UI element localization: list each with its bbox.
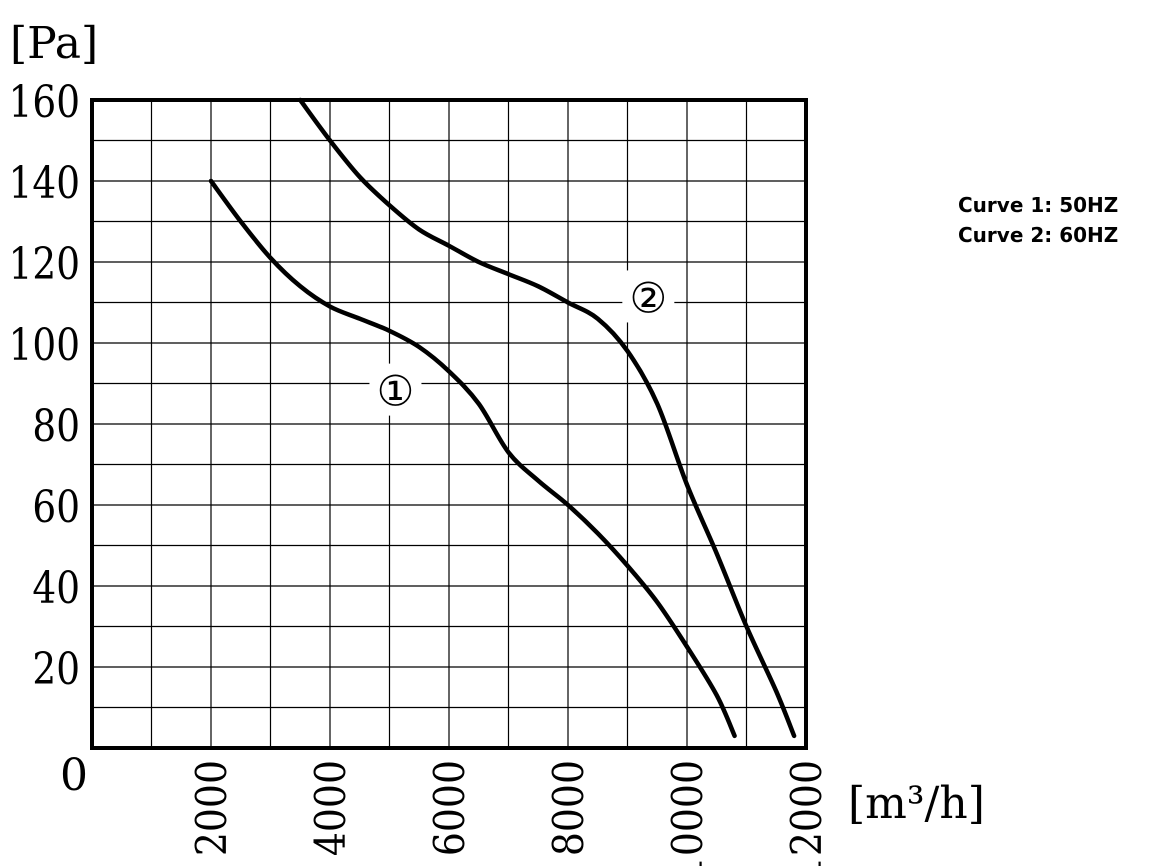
series-line-2 <box>298 97 797 739</box>
note-curve-1: Curve 1: 50HZ <box>958 193 1119 217</box>
y-tick-label: 60 <box>32 481 80 533</box>
chart-grid <box>92 100 806 748</box>
y-tick-label: 40 <box>32 562 80 614</box>
y-tick-label: 160 <box>9 76 80 128</box>
y-axis-label: [Pa] <box>10 18 98 69</box>
plot-frame <box>90 98 808 750</box>
x-tick-label: 2000 <box>188 760 236 856</box>
curve-label-1: ① <box>377 367 415 416</box>
x-tick-label: 0 <box>60 750 88 801</box>
series-line-1 <box>208 178 737 739</box>
x-tick-label: 6000 <box>426 760 474 856</box>
curve-label-background <box>622 270 675 323</box>
curve-label-background <box>369 363 422 416</box>
x-tick-label: 10000 <box>664 760 712 866</box>
curve-label-2: ② <box>629 273 667 322</box>
x-tick-label: 8000 <box>545 760 593 856</box>
axis-tick-labels: 20 40 60 80 100 120 140 160 0 2000 4000 6000 8000 100… <box>9 76 832 866</box>
frequency-notes: Curve 1: 50HZ Curve 2: 60HZ <box>958 190 1118 250</box>
y-tick-label: 120 <box>9 238 80 290</box>
x-tick-label: 4000 <box>307 760 355 856</box>
y-tick-label: 100 <box>9 319 80 371</box>
x-axis-label: [m³/h] <box>848 778 985 829</box>
chart-curves <box>208 97 797 739</box>
curve-labels: ①② <box>369 270 675 416</box>
y-tick-label: 80 <box>32 400 80 452</box>
x-tick-label: 12000 <box>783 760 831 866</box>
y-tick-label: 20 <box>32 643 80 695</box>
y-tick-label: 140 <box>9 157 80 209</box>
note-curve-2: Curve 2: 60HZ <box>958 223 1119 247</box>
